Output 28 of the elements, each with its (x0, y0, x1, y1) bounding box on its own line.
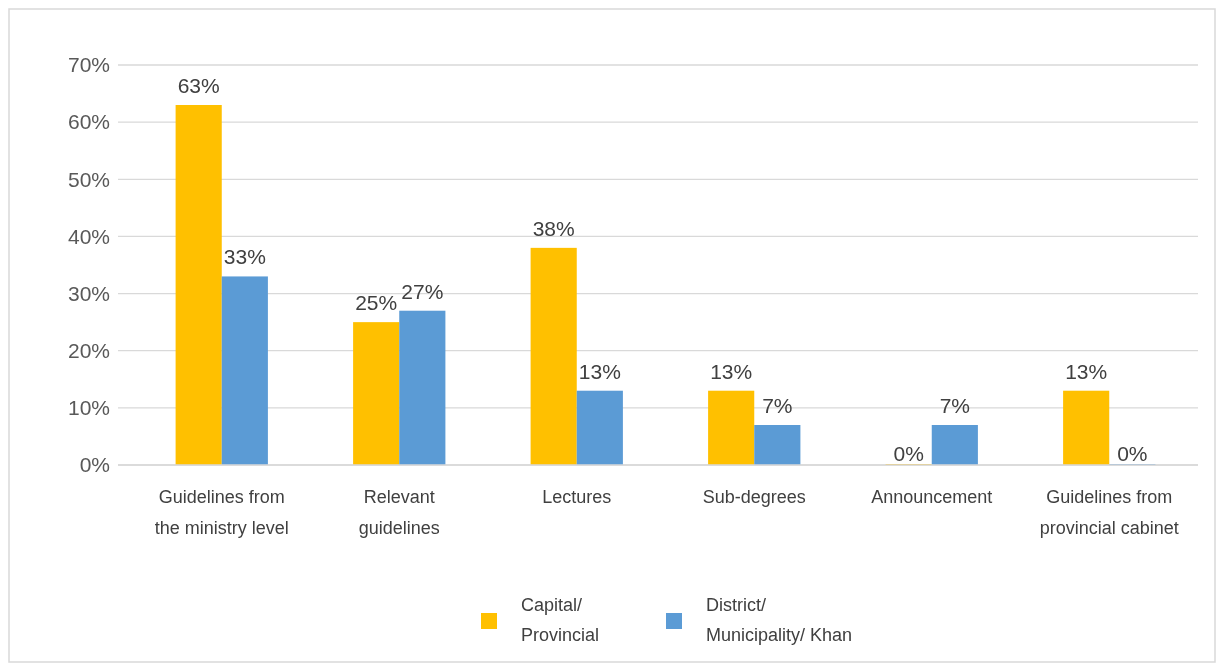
data-label: 0% (893, 442, 924, 465)
y-tick-label: 40% (67, 224, 110, 248)
legend-label: Capital/ Provincial (521, 595, 600, 645)
legend-label: District/ Municipality/ Khan (706, 595, 853, 645)
data-label: 33% (223, 245, 266, 269)
y-tick-label: 30% (67, 281, 110, 305)
x-tick-label: Relevant guidelines (358, 487, 440, 538)
data-label: 27% (401, 279, 444, 303)
x-tick-label: Announcement (871, 487, 993, 507)
data-label: 7% (762, 394, 793, 417)
data-label: 38% (532, 216, 575, 240)
data-label: 0% (1117, 442, 1148, 465)
y-tick-label: 20% (67, 339, 110, 363)
data-label: 25% (355, 291, 398, 315)
x-tick-label: Guidelines from the ministry level (154, 487, 289, 538)
x-tick-label: Sub-degrees (702, 487, 806, 507)
y-tick-label: 70% (67, 53, 110, 77)
data-label: 13% (710, 359, 753, 383)
data-label: 13% (1065, 359, 1108, 383)
x-tick-label: Lectures (542, 487, 612, 507)
y-tick-label: 60% (67, 110, 110, 134)
y-tick-label: 50% (67, 167, 110, 191)
data-label: 7% (939, 394, 970, 417)
data-label: 13% (578, 359, 621, 383)
y-tick-label: 0% (79, 453, 110, 477)
data-label: 63% (177, 74, 220, 97)
x-tick-label: Guidelines from provincial cabinet (1039, 487, 1179, 538)
y-tick-label: 10% (67, 396, 110, 420)
